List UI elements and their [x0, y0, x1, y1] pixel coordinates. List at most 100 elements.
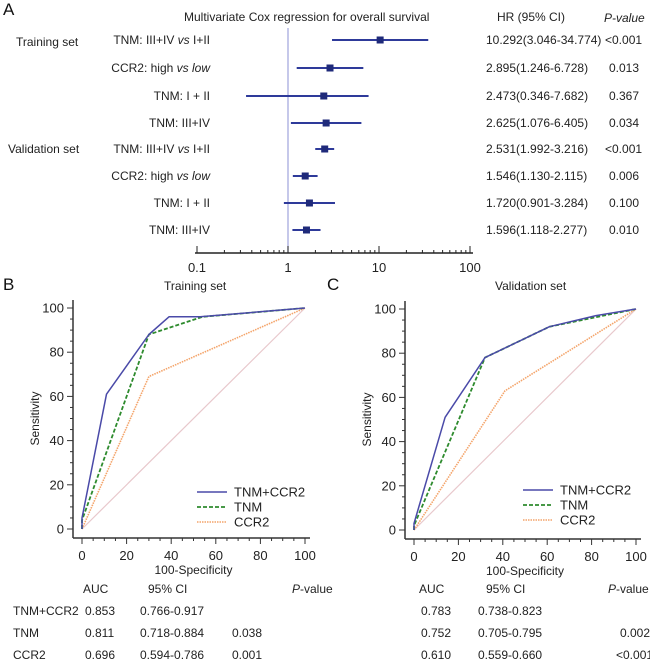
legend-label: TNM+CCR2 [234, 485, 305, 500]
p-value: 0.367 [609, 89, 640, 103]
x-tick-label: 80 [584, 549, 598, 564]
auc-header: AUC [83, 582, 109, 596]
hr-marker [320, 92, 328, 100]
x-tick-label: 80 [253, 548, 267, 563]
y-axis-title: Sensitivity [28, 391, 42, 445]
hr-value: 2.531(1.992-3.216) [486, 142, 589, 156]
table-row-name: TNM [13, 626, 39, 640]
hr-value: 2.895(1.246-6.728) [486, 61, 589, 75]
p-value: <0.001 [605, 142, 643, 156]
group-label-training: Training set [16, 35, 79, 49]
hr-marker [326, 64, 334, 72]
y-tick-label: 60 [50, 389, 64, 404]
y-tick-label: 0 [57, 522, 64, 537]
p-value: <0.001 [605, 33, 643, 47]
p-value: 0.001 [232, 648, 263, 662]
roc-title-validation: Validation set [495, 279, 567, 293]
y-axis-title: Sensitivity [360, 392, 374, 446]
auc-value: 0.783 [421, 604, 452, 618]
y-tick-label: 0 [389, 523, 396, 538]
forest-hr-header: HR (95% CI) [497, 10, 566, 24]
ci-header: 95% CI [486, 582, 526, 596]
y-tick-label: 100 [42, 301, 64, 316]
p-header: P-value [292, 582, 333, 596]
p-value: 0.013 [609, 61, 640, 75]
x-tick-label: 1 [284, 260, 291, 275]
hr-value: 2.625(1.076-6.405) [486, 116, 589, 130]
p-value: 0.006 [609, 169, 640, 183]
auc-value: 0.610 [421, 648, 452, 662]
forest-p-header: P-value [604, 11, 645, 25]
table-row-name: CCR2 [13, 648, 46, 662]
legend-label: CCR2 [560, 513, 595, 528]
auc-value: 0.752 [421, 626, 452, 640]
y-tick-label: 80 [382, 346, 396, 361]
forest-row-label: TNM: III+IV [148, 116, 210, 130]
forest-row-label: CCR2: high vs low [111, 61, 210, 75]
hr-marker [376, 36, 384, 44]
forest-row-label: TNM: I + II [153, 196, 210, 210]
roc-curve-ccr2 [413, 308, 637, 531]
forest-row-label: TNM: III+IV vs I+II [113, 33, 210, 47]
x-tick-label: 0 [78, 548, 85, 563]
forest-plot: 0.1 1 10 100 [188, 28, 481, 275]
roc-curve-tnm-plus-ccr2 [413, 308, 637, 530]
auc-header: AUC [419, 582, 445, 596]
roc-title-training: Training set [164, 279, 227, 293]
legend-label: TNM [560, 498, 588, 513]
panel-letter-c: C [327, 275, 340, 294]
forest-row-label: CCR2: high vs low [111, 169, 210, 183]
y-tick-label: 100 [374, 302, 396, 317]
x-tick-label: 40 [164, 548, 178, 563]
x-tick-label: 40 [496, 549, 510, 564]
x-tick-label: 20 [119, 548, 133, 563]
x-tick-label: 0.1 [188, 260, 206, 275]
ci-value: 0.718-0.884 [140, 626, 205, 640]
reference-diagonal [81, 307, 306, 530]
p-value: 0.038 [232, 626, 263, 640]
y-tick-label: 20 [50, 477, 64, 492]
roc-curve-ccr2 [81, 307, 306, 530]
x-tick-label: 60 [209, 548, 223, 563]
forest-title: Multivariate Cox regression for overall … [184, 10, 430, 24]
ci-value: 0.766-0.917 [140, 604, 205, 618]
x-tick-label: 20 [451, 549, 465, 564]
x-axis-title: 100-Specificity [486, 564, 564, 578]
x-tick-label: 100 [459, 260, 481, 275]
p-value: <0.001 [616, 648, 650, 662]
auc-value: 0.696 [85, 648, 116, 662]
x-axis-title: 100-Specificity [154, 563, 232, 577]
legend-label: TNM+CCR2 [560, 483, 631, 498]
p-value: 0.100 [609, 196, 640, 210]
ci-header: 95% CI [148, 582, 188, 596]
y-tick-label: 40 [50, 433, 64, 448]
p-value: 0.010 [609, 223, 640, 237]
x-tick-label: 100 [294, 548, 316, 563]
forest-row-label: TNM: I + II [153, 89, 210, 103]
hr-value: 1.720(0.901-3.284) [486, 196, 589, 210]
hr-value: 1.546(1.130-2.115) [486, 169, 588, 183]
ci-value: 0.705-0.795 [478, 626, 543, 640]
forest-row-label: TNM: III+IV vs I+II [113, 142, 210, 156]
legend-label: CCR2 [234, 515, 269, 530]
panel-letter-a: A [3, 0, 15, 19]
ci-value: 0.594-0.786 [140, 648, 205, 662]
forest-row-label: TNM: III+IV [148, 223, 210, 237]
p-value: 0.034 [609, 116, 640, 130]
y-tick-label: 80 [50, 345, 64, 360]
x-tick-label: 10 [372, 260, 386, 275]
reference-diagonal [413, 308, 637, 531]
ci-value: 0.738-0.823 [478, 604, 543, 618]
x-tick-label: 60 [540, 549, 554, 564]
roc-curve-tnm-plus-ccr2 [81, 307, 306, 529]
hr-value: 10.292(3.046-34.774) [486, 33, 602, 47]
hr-marker [305, 199, 313, 207]
hr-value: 2.473(0.346-7.682) [486, 89, 589, 103]
auc-value: 0.811 [85, 626, 115, 640]
hr-marker [301, 172, 309, 180]
hr-marker [322, 119, 330, 127]
hr-marker [321, 145, 329, 153]
table-row-name: TNM+CCR2 [13, 604, 79, 618]
